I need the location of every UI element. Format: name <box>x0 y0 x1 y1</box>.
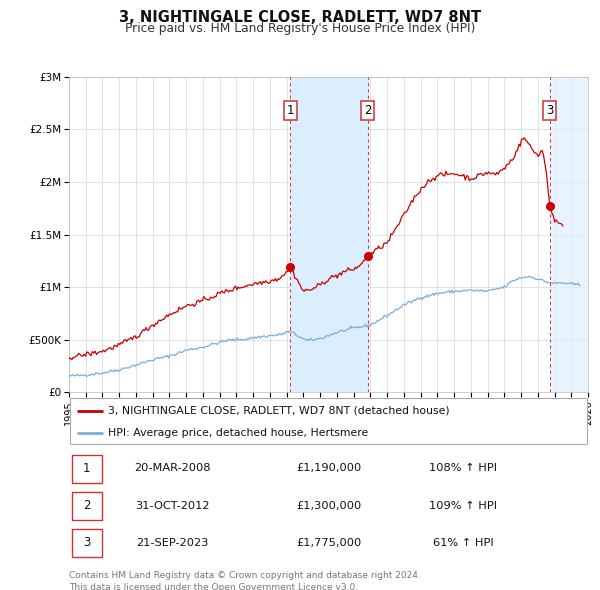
FancyBboxPatch shape <box>71 529 101 557</box>
Text: 1: 1 <box>83 462 91 475</box>
Bar <box>550 77 588 392</box>
Text: £1,775,000: £1,775,000 <box>296 538 361 548</box>
Text: 2: 2 <box>364 104 371 117</box>
Text: 3: 3 <box>83 536 91 549</box>
Text: 61% ↑ HPI: 61% ↑ HPI <box>433 538 494 548</box>
Text: 109% ↑ HPI: 109% ↑ HPI <box>430 501 497 510</box>
FancyBboxPatch shape <box>70 398 587 444</box>
Text: 1: 1 <box>287 104 294 117</box>
Text: 2: 2 <box>83 499 91 512</box>
Text: 3, NIGHTINGALE CLOSE, RADLETT, WD7 8NT: 3, NIGHTINGALE CLOSE, RADLETT, WD7 8NT <box>119 10 481 25</box>
Text: 3: 3 <box>546 104 554 117</box>
Text: £1,190,000: £1,190,000 <box>296 464 361 473</box>
FancyBboxPatch shape <box>71 455 101 483</box>
Text: Contains HM Land Registry data © Crown copyright and database right 2024.
This d: Contains HM Land Registry data © Crown c… <box>69 571 421 590</box>
Text: Price paid vs. HM Land Registry's House Price Index (HPI): Price paid vs. HM Land Registry's House … <box>125 22 475 35</box>
Text: 3, NIGHTINGALE CLOSE, RADLETT, WD7 8NT (detached house): 3, NIGHTINGALE CLOSE, RADLETT, WD7 8NT (… <box>108 405 449 415</box>
Text: 31-OCT-2012: 31-OCT-2012 <box>136 501 210 510</box>
Text: 20-MAR-2008: 20-MAR-2008 <box>134 464 211 473</box>
FancyBboxPatch shape <box>71 492 101 520</box>
Text: £1,300,000: £1,300,000 <box>296 501 361 510</box>
Text: HPI: Average price, detached house, Hertsmere: HPI: Average price, detached house, Hert… <box>108 428 368 438</box>
Text: 108% ↑ HPI: 108% ↑ HPI <box>430 464 497 473</box>
Text: 21-SEP-2023: 21-SEP-2023 <box>137 538 209 548</box>
Bar <box>290 77 368 392</box>
